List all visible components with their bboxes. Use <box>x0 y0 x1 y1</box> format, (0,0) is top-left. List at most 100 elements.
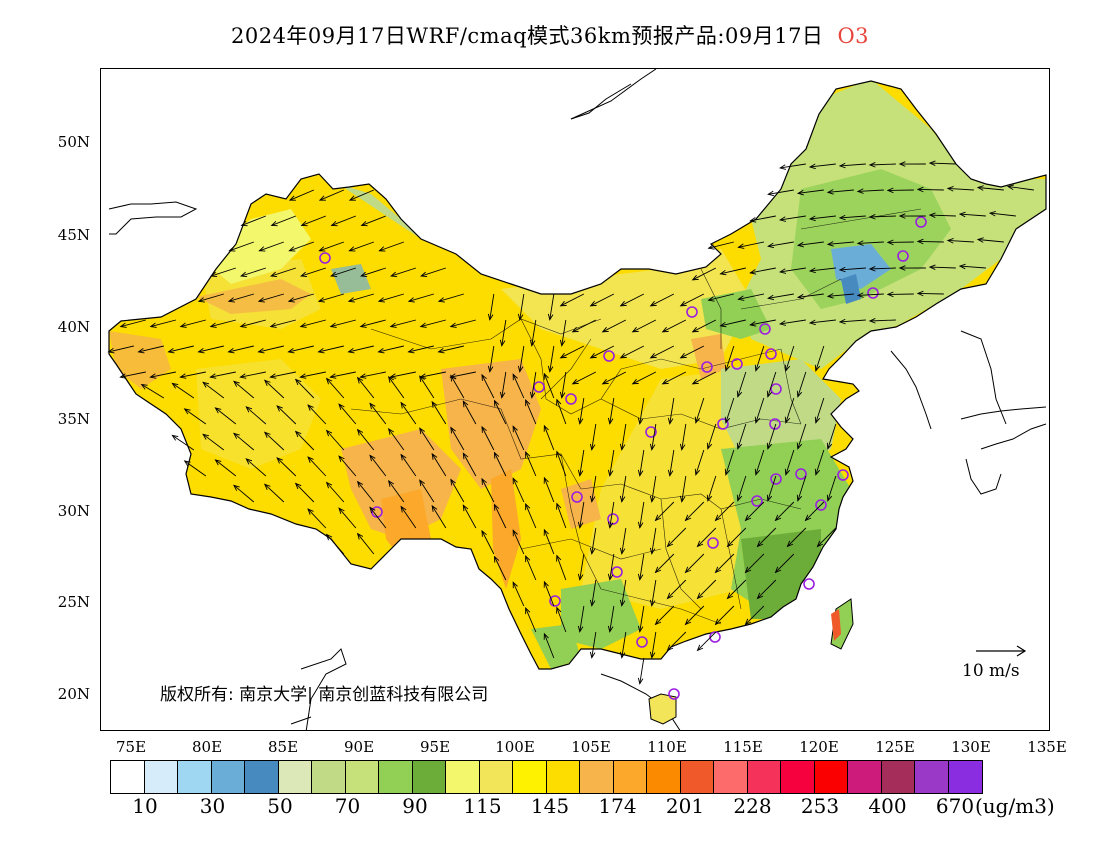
wind-arrowhead <box>736 390 743 398</box>
wind-arrow <box>180 319 206 328</box>
lat-label-35n: 35N <box>57 410 90 428</box>
wind-arrowhead <box>377 348 385 354</box>
wind-arrowhead <box>649 352 657 359</box>
wind-arrowhead <box>589 651 596 659</box>
wind-arrow <box>390 319 416 328</box>
wind-arrowhead <box>577 417 584 425</box>
wind-arrowhead <box>400 453 407 461</box>
wind-arrowhead <box>886 239 894 246</box>
wind-arrowhead <box>784 468 791 476</box>
wind-arrow <box>512 582 525 607</box>
wind-arrow <box>556 399 567 425</box>
legend-unit: (ug/m3) <box>975 794 1055 818</box>
wind-arrowhead <box>958 211 966 218</box>
wind-arrowhead <box>387 375 395 383</box>
wind-arrow <box>757 527 777 547</box>
wind-arrowhead <box>197 348 205 354</box>
wind-arrowhead <box>487 313 494 321</box>
wind-arrow <box>737 423 747 449</box>
wind-arrow <box>715 501 735 521</box>
wind-arrowhead <box>556 502 562 510</box>
wind-arrowhead <box>706 494 713 502</box>
wind-arrowhead <box>868 162 876 168</box>
wind-arrowhead <box>119 373 127 379</box>
wind-arrowhead <box>766 494 773 502</box>
wind-arrowhead <box>356 376 364 384</box>
wind-arrow <box>233 380 255 399</box>
wind-arrowhead <box>307 456 314 463</box>
wind-arrowhead <box>654 514 662 522</box>
wind-arrow <box>602 319 627 333</box>
wind-arrowhead <box>325 481 333 489</box>
wind-arrow <box>307 404 327 425</box>
site-marker <box>803 578 815 590</box>
wind-arrowhead <box>338 455 345 463</box>
wind-arrowhead <box>589 352 597 359</box>
wind-arrow <box>531 371 537 398</box>
wind-arrowhead <box>637 625 644 633</box>
lat-label-25n: 25N <box>57 593 90 611</box>
wind-arrow <box>681 475 687 502</box>
wind-arrow <box>150 319 176 328</box>
wind-arrow <box>348 345 374 353</box>
wind-arrowhead <box>666 592 674 600</box>
wind-arrow <box>750 267 776 274</box>
wind-arrow <box>549 293 555 320</box>
wind-arrowhead <box>209 322 217 328</box>
wind-arrow <box>369 455 387 477</box>
wind-arrow <box>651 527 657 554</box>
wind-arrowhead <box>577 573 584 581</box>
wind-arrow <box>869 267 896 270</box>
wind-arrowhead <box>649 300 657 307</box>
wind-arrowhead <box>786 540 794 548</box>
wind-arrowhead <box>512 425 518 433</box>
wind-arrowhead <box>400 401 407 409</box>
wind-arrow <box>450 479 465 503</box>
lat-label-30n: 30N <box>57 502 90 520</box>
wind-arrowhead <box>183 460 191 467</box>
wind-arrow <box>264 484 285 503</box>
wind-arrowhead <box>856 292 864 298</box>
wind-arrow <box>331 215 357 226</box>
site-marker <box>759 323 771 335</box>
site-marker <box>571 491 583 503</box>
wind-arrowhead <box>637 417 644 425</box>
wind-arrow <box>692 371 717 385</box>
wind-arrowhead <box>493 503 500 511</box>
wind-arrowhead <box>325 429 333 437</box>
wind-arrow <box>338 403 357 425</box>
wind-arrowhead <box>525 399 531 407</box>
wind-arrow <box>639 605 645 632</box>
wind-arrow <box>141 384 165 399</box>
legend-swatch <box>144 761 178 793</box>
wind-arrowhead <box>149 322 157 328</box>
wind-arrow <box>785 345 795 371</box>
wind-arrow <box>180 371 206 378</box>
wind-arrow <box>609 605 615 632</box>
wind-arrow <box>228 345 254 353</box>
wind-arrowhead <box>338 403 345 411</box>
site-marker <box>565 393 577 405</box>
wind-arrow <box>738 241 764 248</box>
wind-arrowhead <box>288 246 296 252</box>
wind-arrowhead <box>691 326 699 333</box>
wind-arrowhead <box>233 432 240 439</box>
wind-arrow <box>543 529 555 555</box>
wind-arrowhead <box>347 297 355 303</box>
wind-arrow <box>655 501 675 521</box>
wind-arrow <box>959 213 986 217</box>
wind-arrow <box>431 401 447 425</box>
wind-arrow <box>420 319 446 328</box>
wind-arrow <box>662 319 687 333</box>
wind-arrowhead <box>691 274 699 281</box>
wind-arrowhead <box>814 468 821 476</box>
wind-arrow <box>431 505 447 529</box>
wind-arrow <box>815 345 825 371</box>
wind-arrowhead <box>389 373 397 379</box>
color-legend-bar <box>110 760 983 794</box>
wind-arrowhead <box>288 195 296 201</box>
wind-arrow <box>639 397 645 424</box>
wind-arrow <box>361 215 387 226</box>
wind-arrowhead <box>450 478 456 486</box>
wind-arrowhead <box>240 271 248 278</box>
